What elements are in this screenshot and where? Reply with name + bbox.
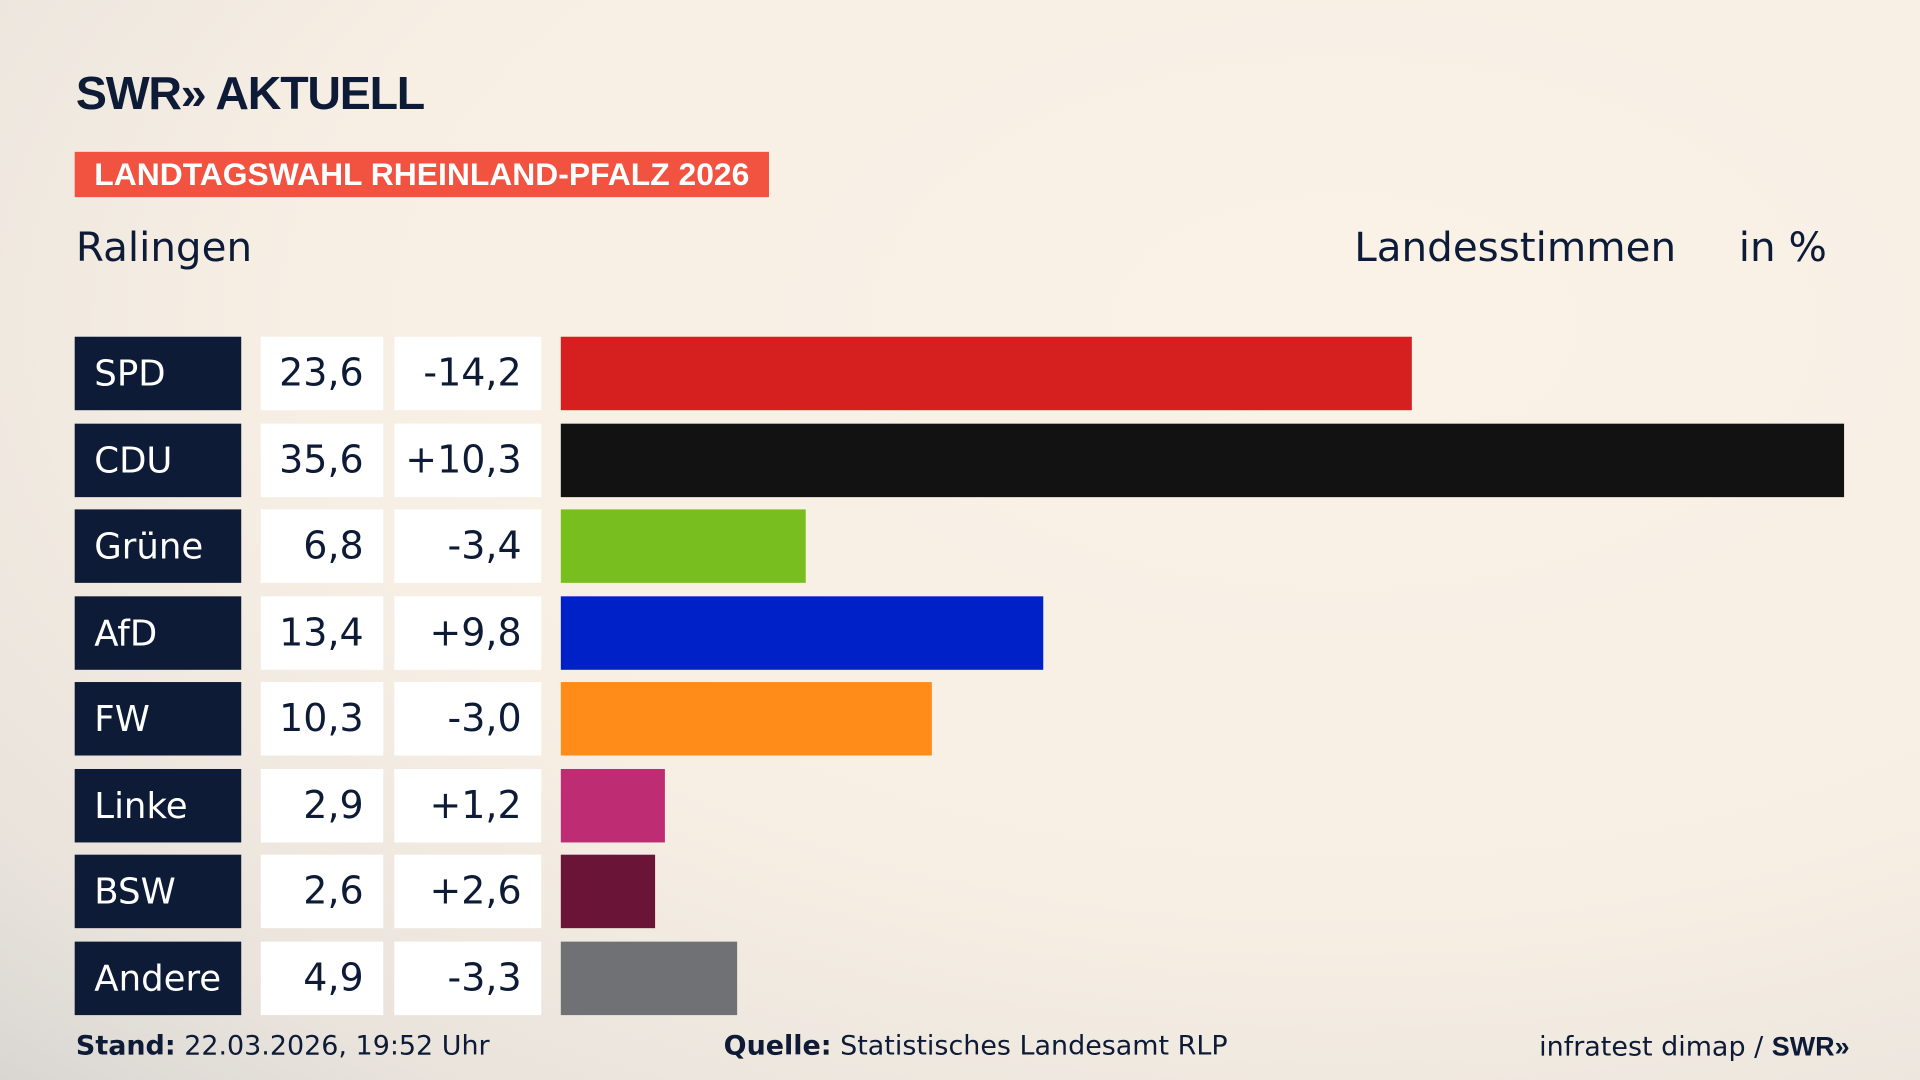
- value-label: 10,3: [260, 682, 384, 756]
- credit-text: infratest dimap /: [1539, 1032, 1772, 1063]
- party-label: CDU: [74, 423, 242, 497]
- diff-label: +10,3: [394, 423, 542, 497]
- party-label: Grüne: [74, 509, 242, 583]
- credit: infratest dimap / SWR»: [1539, 1031, 1849, 1063]
- election-banner: LANDTAGSWAHL RHEINLAND-PFALZ 2026: [74, 151, 769, 198]
- party-label: Linke: [74, 768, 242, 842]
- value-label: 35,6: [260, 423, 384, 497]
- source: Quelle: Statistisches Landesamt RLP: [724, 1031, 1228, 1062]
- diff-label: +1,2: [394, 768, 542, 842]
- result-row: AfD 13,4 +9,8: [0, 595, 1920, 670]
- value-label: 23,6: [260, 336, 384, 411]
- party-label: SPD: [74, 336, 242, 411]
- party-label: Andere: [74, 941, 242, 1015]
- diff-label: -3,0: [394, 682, 542, 756]
- stand-value: 22.03.2026, 19:52 Uhr: [184, 1031, 490, 1062]
- bar-bsw: [560, 854, 655, 929]
- stand: Stand: 22.03.2026, 19:52 Uhr: [76, 1031, 490, 1062]
- party-label: FW: [74, 682, 242, 756]
- diff-label: -3,4: [394, 509, 542, 583]
- measure-header: Landesstimmen: [1354, 222, 1677, 271]
- result-row: FW 10,3 -3,0: [0, 682, 1920, 756]
- bar-afd: [560, 595, 1044, 670]
- bar-linke: [560, 768, 666, 842]
- swr-aktuell-logo: SWR» AKTUELL: [75, 68, 425, 121]
- value-label: 13,4: [260, 595, 384, 670]
- place-name: Ralingen: [75, 222, 253, 271]
- party-label: BSW: [74, 854, 242, 929]
- value-label: 2,9: [260, 768, 384, 842]
- value-label: 2,6: [260, 854, 384, 929]
- bar-spd: [560, 336, 1412, 411]
- bar-cdu: [560, 423, 1845, 497]
- diff-label: -14,2: [394, 336, 542, 411]
- result-row: CDU 35,6 +10,3: [0, 423, 1920, 497]
- stand-label: Stand:: [75, 1031, 176, 1062]
- bar-andere: [560, 941, 738, 1015]
- source-value: Statistisches Landesamt RLP: [840, 1031, 1228, 1062]
- diff-label: +9,8: [394, 595, 542, 670]
- unit-header: in %: [1738, 222, 1827, 271]
- source-label: Quelle:: [723, 1031, 832, 1062]
- value-label: 4,9: [260, 941, 384, 1015]
- result-row: BSW 2,6 +2,6: [0, 854, 1920, 929]
- bar-grüne: [560, 509, 806, 583]
- swr-logo: SWR»: [1771, 1031, 1850, 1062]
- result-row: Linke 2,9 +1,2: [0, 768, 1920, 842]
- value-label: 6,8: [260, 509, 384, 583]
- party-label: AfD: [74, 595, 242, 670]
- bar-fw: [560, 682, 933, 756]
- result-row: Andere 4,9 -3,3: [0, 941, 1920, 1015]
- result-row: Grüne 6,8 -3,4: [0, 509, 1920, 583]
- diff-label: -3,3: [394, 941, 542, 1015]
- diff-label: +2,6: [394, 854, 542, 929]
- result-row: SPD 23,6 -14,2: [0, 336, 1920, 411]
